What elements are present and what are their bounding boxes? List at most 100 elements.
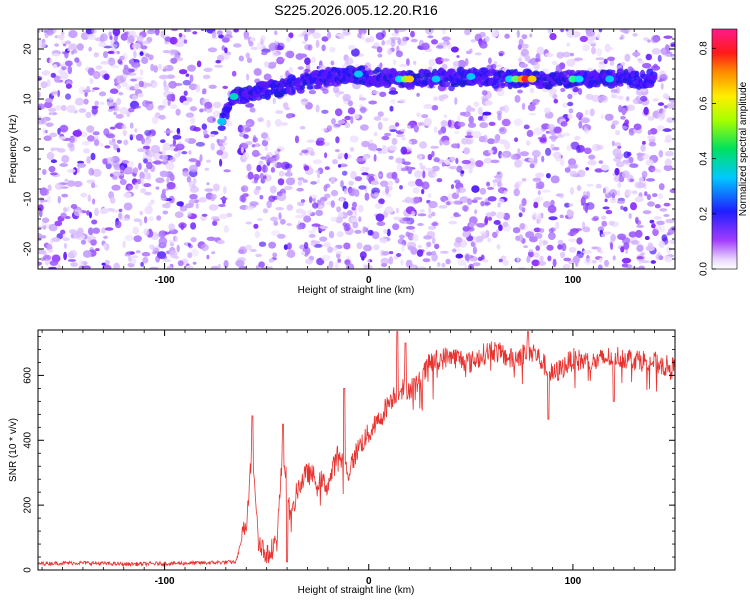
noise-speck	[628, 231, 637, 238]
noise-speck	[514, 159, 523, 168]
noise-speck	[465, 50, 472, 55]
noise-speck	[57, 127, 61, 135]
noise-speck	[248, 41, 254, 47]
noise-speck	[545, 130, 550, 134]
noise-speck	[51, 89, 58, 97]
noise-speck	[401, 243, 405, 252]
noise-speck	[587, 67, 593, 71]
noise-speck	[87, 33, 97, 41]
noise-speck	[559, 251, 566, 259]
noise-speck	[284, 163, 293, 170]
noise-speck	[531, 259, 540, 267]
noise-speck	[188, 83, 198, 90]
noise-speck	[654, 204, 661, 209]
noise-speck	[124, 252, 132, 257]
noise-speck	[621, 107, 626, 116]
noise-speck	[65, 40, 71, 45]
noise-speck	[338, 164, 342, 168]
noise-speck	[108, 57, 116, 66]
noise-speck	[546, 173, 551, 179]
colorbar-label: Normalized spectral amplitude	[738, 81, 749, 216]
noise-speck	[572, 163, 579, 169]
noise-speck	[103, 235, 108, 240]
noise-speck	[180, 223, 184, 231]
noise-speck	[58, 68, 66, 75]
noise-speck	[495, 176, 502, 183]
noise-speck	[498, 139, 508, 145]
noise-speck	[533, 201, 539, 209]
noise-speck	[542, 239, 547, 246]
noise-speck	[657, 112, 665, 122]
noise-speck	[153, 65, 159, 73]
noise-speck	[660, 82, 664, 90]
noise-speck	[413, 196, 420, 204]
noise-speck	[586, 183, 594, 187]
noise-speck	[583, 258, 592, 265]
noise-speck	[566, 59, 576, 67]
noise-speck	[598, 160, 603, 164]
noise-speck	[166, 94, 175, 101]
noise-speck	[442, 42, 447, 50]
noise-speck	[628, 213, 632, 219]
noise-speck	[350, 170, 357, 180]
noise-speck	[78, 108, 87, 113]
noise-speck	[296, 187, 304, 192]
noise-speck	[625, 96, 630, 102]
noise-speck	[529, 163, 535, 169]
noise-speck	[447, 119, 452, 128]
noise-speck	[106, 208, 115, 212]
noise-speck	[358, 216, 362, 223]
noise-speck	[295, 208, 304, 214]
noise-speck	[520, 158, 524, 165]
noise-speck	[371, 231, 380, 240]
noise-speck	[434, 243, 440, 250]
noise-speck	[117, 58, 123, 65]
track-blob	[634, 70, 640, 78]
noise-speck	[621, 170, 630, 179]
noise-speck	[342, 201, 349, 210]
noise-speck	[174, 211, 184, 219]
noise-speck	[620, 246, 625, 253]
noise-speck	[112, 171, 121, 177]
noise-speck	[423, 117, 432, 126]
noise-speck	[114, 105, 120, 112]
noise-speck	[521, 102, 526, 110]
noise-speck	[38, 117, 46, 125]
noise-speck	[154, 29, 160, 36]
noise-speck	[88, 227, 94, 235]
noise-speck	[400, 259, 404, 266]
noise-speck	[629, 163, 639, 168]
noise-speck	[395, 122, 400, 127]
noise-speck	[593, 34, 597, 42]
snr-y-ticks: 0 200 400 600	[23, 336, 675, 573]
noise-speck	[479, 230, 488, 235]
noise-speck	[130, 258, 137, 265]
noise-speck	[552, 258, 557, 268]
noise-speck	[44, 70, 51, 74]
y-tick-label: 600	[23, 367, 34, 384]
noise-speck	[184, 138, 190, 143]
noise-speck	[344, 115, 352, 121]
chart-title: S225.2026.005.12.20.R16	[274, 2, 438, 18]
noise-speck	[649, 128, 658, 135]
noise-speck	[587, 41, 596, 45]
noise-speck	[113, 262, 120, 269]
noise-speck	[105, 162, 112, 170]
noise-speck	[492, 179, 497, 188]
noise-speck	[529, 33, 533, 38]
noise-speck	[468, 222, 475, 228]
noise-speck	[147, 201, 153, 208]
noise-speck	[351, 48, 360, 57]
noise-speck	[576, 228, 582, 232]
noise-speck	[642, 210, 652, 215]
noise-speck	[160, 139, 166, 144]
noise-speck	[432, 173, 437, 177]
noise-speck	[602, 231, 612, 235]
noise-speck	[323, 142, 331, 147]
noise-speck	[663, 214, 670, 217]
noise-speck	[610, 233, 616, 242]
noise-speck	[254, 230, 261, 238]
noise-speck	[128, 185, 133, 191]
noise-speck	[104, 227, 114, 231]
noise-speck	[120, 172, 124, 176]
